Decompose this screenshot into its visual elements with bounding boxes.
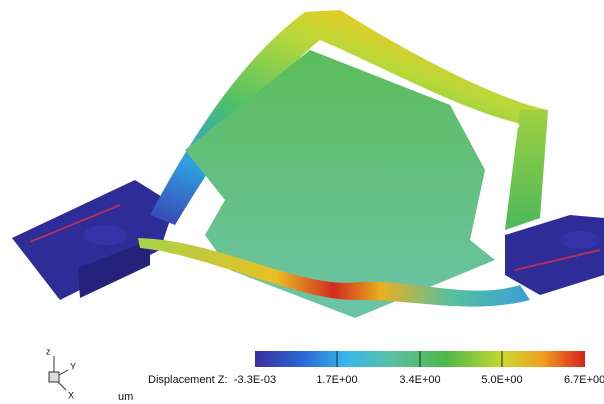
triad-z: z [46, 346, 51, 356]
legend-tick: -3.3E-03 [234, 374, 276, 386]
legend-tick: 1.7E+00 [316, 374, 357, 386]
legend-tick: 6.7E+00 [564, 374, 604, 386]
legend-unit: um [118, 391, 133, 403]
legend-label: Displacement Z: [148, 374, 227, 386]
triad-y: Y [70, 361, 76, 371]
legend-tick: 3.4E+00 [399, 374, 440, 386]
simulation-view: Displacement Z: -3.3E-03 1.7E+00 3.4E+00… [0, 0, 604, 404]
legend-tick: 5.0E+00 [481, 374, 522, 386]
axis-triad: z Y X [46, 346, 76, 400]
triad-x: X [68, 390, 74, 400]
right-anchor [505, 215, 604, 295]
